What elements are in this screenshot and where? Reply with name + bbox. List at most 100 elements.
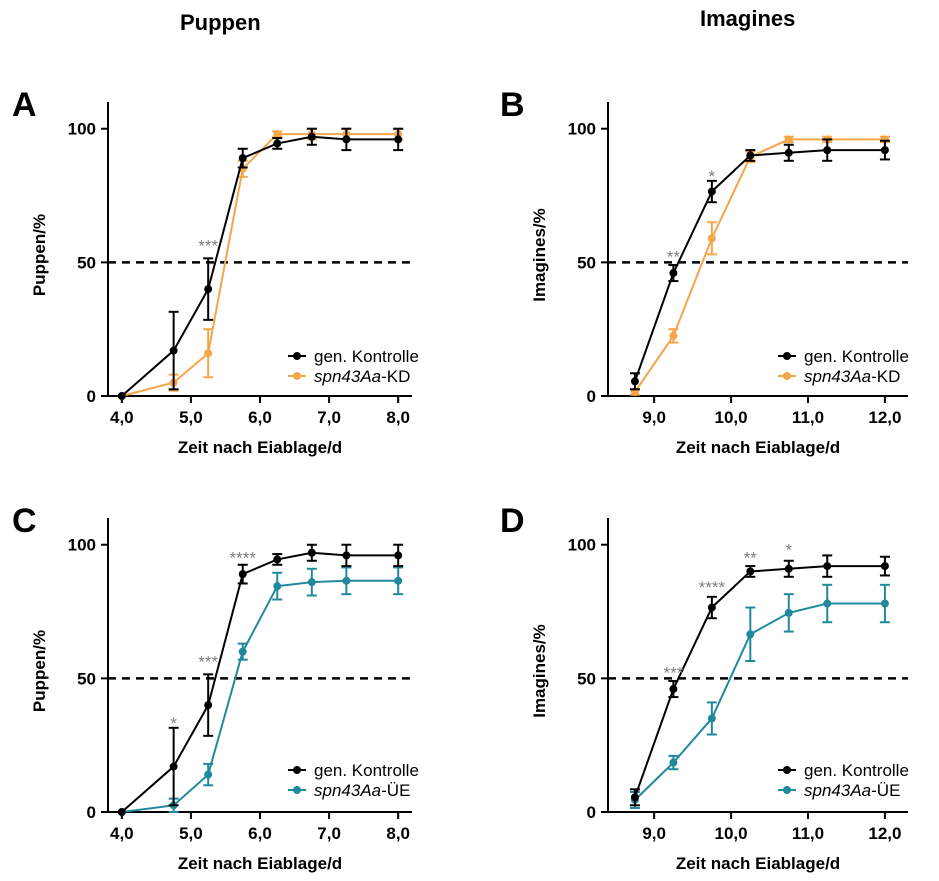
panel-a-x-tick-label: 6,0 xyxy=(248,408,272,427)
panel-a-legend-label: gen. Kontrolle xyxy=(314,347,419,366)
panel-d-x-tick-label: 9,0 xyxy=(642,824,666,843)
panel-c-control-point xyxy=(342,551,351,560)
panel-c-treatment-point xyxy=(307,578,316,587)
panel-c-y-axis-label: Puppen/% xyxy=(30,630,49,712)
panel-d-y-tick-label: 0 xyxy=(587,803,596,822)
panel-c-x-tick-label: 4,0 xyxy=(110,824,134,843)
panel-b-control-point xyxy=(784,148,793,157)
panel-d-legend-label: gen. Kontrolle xyxy=(804,761,909,780)
panel-label-b: B xyxy=(500,86,525,124)
panel-b-y-tick-label: 50 xyxy=(577,253,596,272)
panel-d-treatment-point xyxy=(823,599,832,608)
panel-b-treatment-point xyxy=(784,135,793,144)
panel-a-y-tick-label: 50 xyxy=(77,253,96,272)
panel-c-treatment-point xyxy=(342,576,351,585)
panel-c-control-point xyxy=(204,701,213,710)
panel-c-control-point xyxy=(169,762,178,771)
panel-c-y-tick-label: 0 xyxy=(87,803,96,822)
panel-d-x-axis-label: Zeit nach Eiablage/d xyxy=(676,854,840,873)
panel-a-legend-marker xyxy=(293,352,301,360)
panel-d-treatment-point xyxy=(746,630,755,639)
panel-d-y-axis-label: Imagines/% xyxy=(530,624,549,718)
panel-b-x-tick-label: 9,0 xyxy=(642,408,666,427)
panel-d-significance-marker: ** xyxy=(744,548,758,567)
panel-a-plot: 4,0 5,0 6,0 7,0 8,0 0 50 100 Zeit nach Eiablage/… xyxy=(30,102,419,457)
panel-b-control-point xyxy=(746,151,755,160)
panel-c-significance-marker: * xyxy=(170,714,177,733)
panel-a-control-point xyxy=(307,132,316,141)
panel-a-control-point xyxy=(169,346,178,355)
panel-b-y-tick-label: 0 xyxy=(587,387,596,406)
panel-d-control-point xyxy=(669,685,678,694)
panel-c-treatment-point xyxy=(394,576,403,585)
column-title-right: Imagines xyxy=(700,6,796,31)
panel-c-legend-marker xyxy=(293,766,301,774)
panel-c-legend-label: spn43Aa-ÜE xyxy=(314,781,410,800)
panel-c-significance-marker: **** xyxy=(229,548,256,567)
panel-b-control-point xyxy=(669,269,678,278)
panel-a-y-tick-label: 0 xyxy=(87,387,96,406)
panel-a-significance-marker: *** xyxy=(198,237,218,256)
panel-d-x-tick-label: 12,0 xyxy=(868,824,901,843)
panel-c-x-tick-label: 5,0 xyxy=(179,824,203,843)
panel-b-x-tick-label: 10,0 xyxy=(715,408,748,427)
panel-a-control-line xyxy=(121,135,399,397)
panel-a-x-axis-label: Zeit nach Eiablage/d xyxy=(178,438,342,457)
panel-b-legend-label: spn43Aa-KD xyxy=(804,367,900,386)
panel-d-legend-marker xyxy=(783,786,791,794)
panel-label-c: C xyxy=(12,502,37,540)
panel-b-y-tick-label: 100 xyxy=(568,120,596,139)
panel-a-control-point xyxy=(204,285,213,294)
panel-b-control-point xyxy=(630,377,639,386)
panel-a-control-point xyxy=(342,135,351,144)
panel-d-treatment-point xyxy=(784,608,793,617)
panel-c-x-tick-label: 7,0 xyxy=(317,824,341,843)
panel-b-legend-label: gen. Kontrolle xyxy=(804,347,909,366)
panel-d-x-tick-label: 10,0 xyxy=(715,824,748,843)
panel-c-treatment-point xyxy=(238,647,247,656)
panel-b-x-tick-label: 12,0 xyxy=(868,408,901,427)
panel-b-x-axis-label: Zeit nach Eiablage/d xyxy=(676,438,840,457)
panel-d-significance-marker: *** xyxy=(663,663,683,682)
panel-b-significance-marker: * xyxy=(709,167,716,186)
panel-d-control-point xyxy=(823,562,832,571)
panel-b-significance-marker: ** xyxy=(667,247,681,266)
panel-c-x-tick-label: 6,0 xyxy=(248,824,272,843)
panel-d-legend-marker xyxy=(783,766,791,774)
panel-d-treatment-point xyxy=(669,758,678,767)
panel-c-x-tick-label: 8,0 xyxy=(386,824,410,843)
panel-b-control-point xyxy=(707,187,716,196)
panel-c-legend-marker xyxy=(293,786,301,794)
panel-label-d: D xyxy=(500,502,525,540)
panel-d-significance-marker: **** xyxy=(699,578,726,597)
panel-d-control-point xyxy=(746,567,755,576)
panel-c-y-tick-label: 50 xyxy=(77,669,96,688)
panel-c-significance-marker: *** xyxy=(198,653,218,672)
panel-c-y-tick-label: 100 xyxy=(68,536,96,555)
panel-c-legend-label: gen. Kontrolle xyxy=(314,761,419,780)
panel-a-y-tick-label: 100 xyxy=(68,120,96,139)
panel-c-control-point xyxy=(238,570,247,579)
panel-a-control-point xyxy=(238,154,247,163)
panel-a-control-point xyxy=(117,392,126,400)
panel-a-treatment-point xyxy=(273,130,282,139)
panel-d-y-tick-label: 100 xyxy=(568,536,596,555)
panel-a-y-axis-label: Puppen/% xyxy=(30,214,49,296)
panel-b-legend-marker xyxy=(783,372,791,380)
panel-a-legend-marker xyxy=(293,372,301,380)
panel-d-treatment-point xyxy=(880,599,889,608)
panel-d-legend-label: spn43Aa-ÜE xyxy=(804,781,900,800)
panel-d-x-tick-label: 11,0 xyxy=(792,824,824,843)
panel-c-control-point xyxy=(394,551,403,560)
panel-b-y-axis-label: Imagines/% xyxy=(530,208,549,302)
panel-a-control-point xyxy=(273,139,282,148)
panel-c-control-point xyxy=(117,808,126,816)
panel-b-control-point xyxy=(880,146,889,155)
panel-d-significance-marker: * xyxy=(785,540,792,559)
panel-c-treatment-point xyxy=(273,582,282,591)
panel-c-control-line xyxy=(121,551,399,813)
panel-a-legend-label: spn43Aa-KD xyxy=(314,367,410,386)
panel-b-treatment-point xyxy=(707,234,716,243)
panel-a-x-tick-label: 5,0 xyxy=(179,408,203,427)
